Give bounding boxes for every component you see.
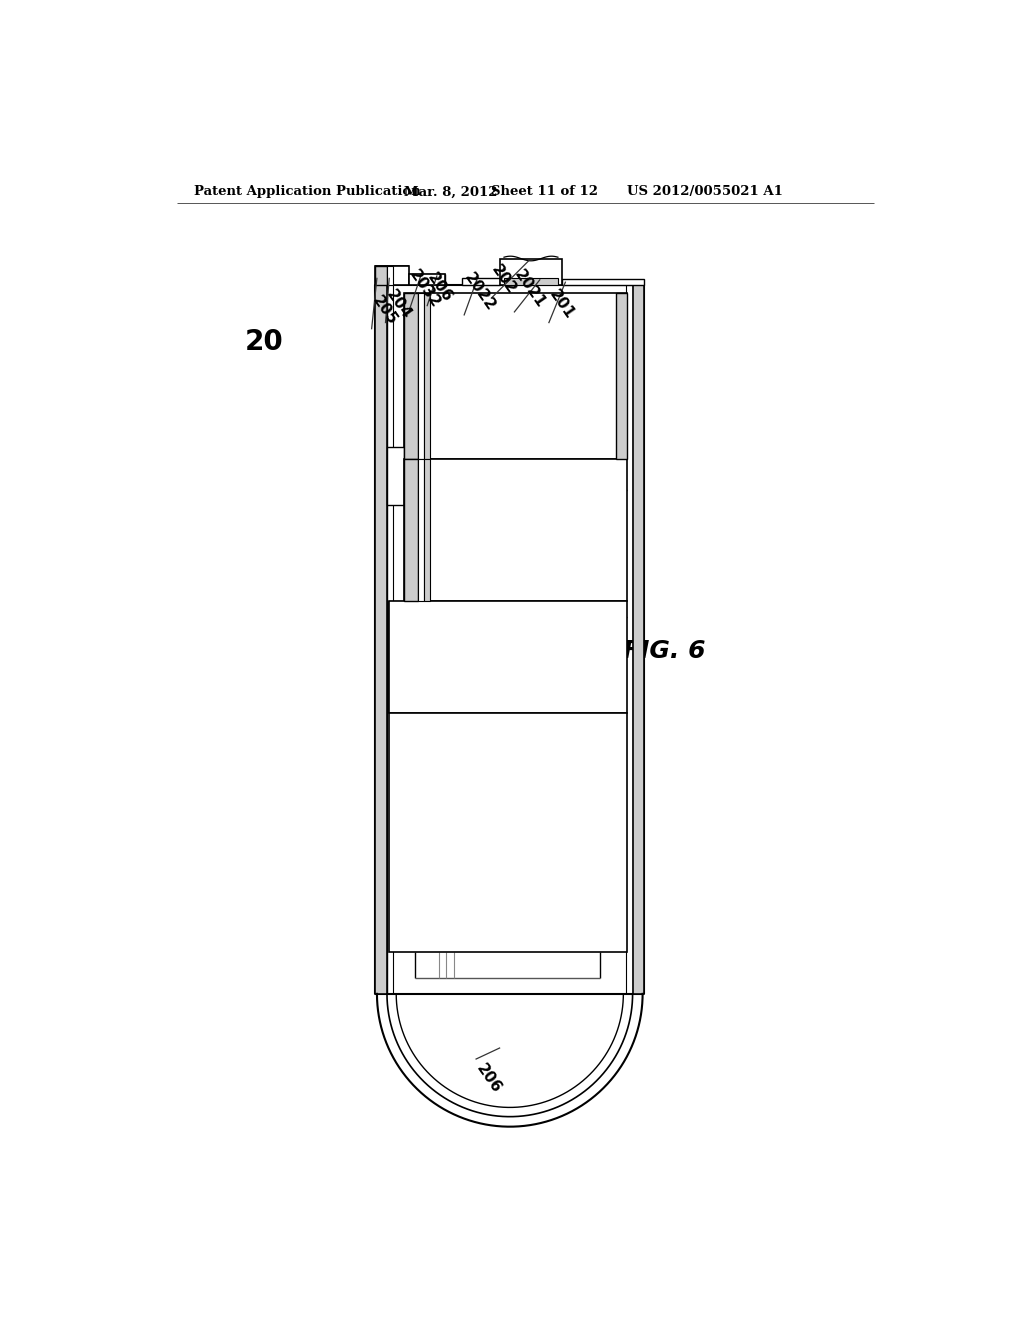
Bar xyxy=(376,267,387,285)
Bar xyxy=(562,280,644,285)
Text: 204: 204 xyxy=(383,286,414,322)
Bar xyxy=(403,459,628,601)
Bar xyxy=(462,277,500,285)
Bar xyxy=(387,447,403,506)
Text: Patent Application Publication: Patent Application Publication xyxy=(195,185,421,198)
Bar xyxy=(424,293,430,459)
Bar xyxy=(633,285,644,994)
Bar xyxy=(410,275,444,285)
Bar xyxy=(418,459,424,601)
Bar xyxy=(376,267,410,285)
Bar xyxy=(418,293,424,459)
Bar xyxy=(403,293,418,459)
Bar xyxy=(615,293,628,459)
Bar xyxy=(424,459,430,601)
Text: 202: 202 xyxy=(488,263,519,297)
Text: 201: 201 xyxy=(547,286,577,322)
Text: 20: 20 xyxy=(245,327,284,355)
Text: 206: 206 xyxy=(425,269,456,305)
Bar xyxy=(388,713,628,952)
Text: 206: 206 xyxy=(473,1061,504,1096)
Bar xyxy=(504,277,558,285)
Bar xyxy=(387,267,393,285)
Bar xyxy=(376,285,387,994)
Text: 2021: 2021 xyxy=(512,268,549,312)
Bar xyxy=(500,259,562,285)
Bar xyxy=(403,459,418,601)
Text: Mar. 8, 2012: Mar. 8, 2012 xyxy=(403,185,498,198)
Bar xyxy=(403,293,628,459)
Text: FIG. 6: FIG. 6 xyxy=(624,639,706,663)
Text: 205: 205 xyxy=(370,293,400,327)
Text: US 2012/0055021 A1: US 2012/0055021 A1 xyxy=(628,185,783,198)
Text: 2032: 2032 xyxy=(407,267,443,312)
Text: 2022: 2022 xyxy=(462,271,499,314)
Bar xyxy=(388,601,628,713)
Text: Sheet 11 of 12: Sheet 11 of 12 xyxy=(490,185,598,198)
